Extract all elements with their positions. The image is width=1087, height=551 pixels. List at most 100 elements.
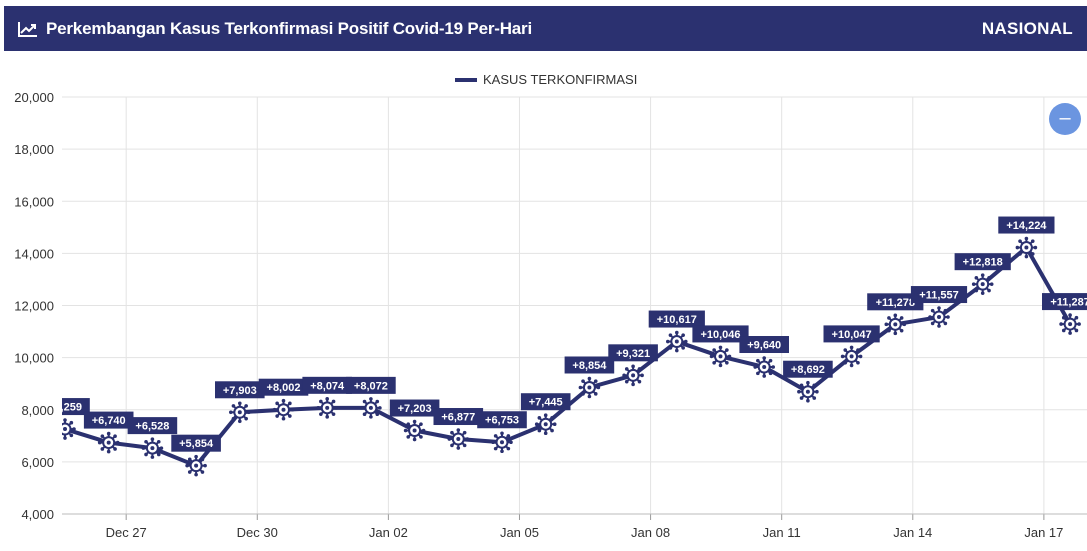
virus-icon xyxy=(971,273,994,295)
y-tick-label: 8,000 xyxy=(21,403,54,418)
data-label-box xyxy=(564,356,615,374)
data-label: +8,072 xyxy=(346,376,396,394)
data-label: +6,877 xyxy=(433,408,484,426)
y-tick-label: 10,000 xyxy=(14,351,54,366)
data-label-text: +8,074 xyxy=(310,380,345,392)
data-label-box xyxy=(692,325,749,343)
data-label-text: +8,854 xyxy=(572,360,607,372)
data-label-text: +11,557 xyxy=(919,290,958,302)
data-label: +7,203 xyxy=(389,399,440,417)
y-tick-label: 16,000 xyxy=(14,194,54,209)
y-tick-label: 12,000 xyxy=(14,299,54,314)
virus-icon xyxy=(360,397,382,419)
data-label: +8,854 xyxy=(564,356,615,374)
legend-label: KASUS TERKONFIRMASI xyxy=(483,72,637,87)
data-label: +10,047 xyxy=(823,325,880,343)
series-group: +7,259 +6,740 +6,528 +5,854 +7,903 +8,002 +8,0… xyxy=(48,216,1087,477)
data-label-box xyxy=(954,253,1011,271)
data-label: +10,046 xyxy=(692,325,749,343)
virus-icon xyxy=(578,376,601,399)
y-tick-label: 14,000 xyxy=(14,246,54,261)
header-title-group: Perkembangan Kasus Terkonfirmasi Positif… xyxy=(18,6,532,51)
data-label: +10,617 xyxy=(648,310,705,328)
data-label: +12,818 xyxy=(954,253,1011,271)
data-label-box xyxy=(477,411,527,429)
data-label: +6,740 xyxy=(83,411,134,429)
virus-icon xyxy=(753,356,775,378)
data-label-text: +9,321 xyxy=(616,348,650,360)
chart-area: 4,000 6,000 8,000 10,000 12,000 14,000 16,000 1… xyxy=(0,52,1087,546)
y-tick-label: 6,000 xyxy=(21,455,54,470)
data-label-box xyxy=(608,344,658,362)
x-tick-label: Jan 02 xyxy=(369,525,408,540)
data-label-box xyxy=(867,293,924,311)
virus-icon xyxy=(97,431,120,454)
data-label-text: +7,203 xyxy=(398,403,432,415)
virus-icon xyxy=(622,364,644,387)
data-label-text: +6,877 xyxy=(441,412,475,424)
virus-icon xyxy=(141,437,164,459)
x-tick-label: Dec 27 xyxy=(106,525,147,540)
data-label: +8,692 xyxy=(783,360,833,378)
data-label: +6,528 xyxy=(127,417,178,435)
minus-icon: – xyxy=(1059,107,1071,129)
virus-icon xyxy=(884,313,907,336)
data-label: +9,640 xyxy=(739,336,789,354)
data-label: +7,259 xyxy=(48,398,90,416)
data-label-box xyxy=(998,216,1055,234)
data-label: +6,753 xyxy=(477,411,527,429)
virus-icon xyxy=(447,428,470,450)
data-label-box xyxy=(215,381,265,399)
virus-icon xyxy=(840,345,863,368)
data-label-box xyxy=(910,286,968,304)
data-label: +7,445 xyxy=(520,393,571,411)
data-label: +8,074 xyxy=(302,376,352,394)
data-label: +5,854 xyxy=(171,434,221,452)
x-tick-label: Jan 08 xyxy=(631,525,670,540)
page-title: Perkembangan Kasus Terkonfirmasi Positif… xyxy=(46,18,532,38)
virus-icon xyxy=(403,419,426,442)
x-tick-label: Jan 05 xyxy=(500,525,539,540)
data-label-text: +6,753 xyxy=(485,415,519,427)
virus-icon xyxy=(797,380,819,403)
data-label-text: +11,278 xyxy=(876,297,915,309)
virus-icon xyxy=(491,431,513,454)
data-label-text: +7,259 xyxy=(48,402,82,414)
data-label-box xyxy=(783,360,833,378)
legend-swatch xyxy=(455,78,477,82)
data-label: +11,557 xyxy=(910,286,968,304)
data-label-text: +7,903 xyxy=(223,385,257,397)
data-label-box xyxy=(127,417,178,435)
virus-icon xyxy=(316,397,338,419)
virus-icon xyxy=(534,413,557,436)
data-label-box xyxy=(1042,293,1087,311)
x-tick-label: Jan 17 xyxy=(1024,525,1063,540)
x-tick-label: Jan 14 xyxy=(893,525,932,540)
zoom-out-button[interactable]: – xyxy=(1049,103,1081,135)
virus-icon xyxy=(928,306,950,328)
virus-icon xyxy=(272,398,295,421)
trend-line-icon xyxy=(18,21,37,37)
data-label-box xyxy=(520,393,571,411)
data-label-box xyxy=(739,336,789,354)
data-label-text: +6,740 xyxy=(92,415,126,427)
data-label: +7,903 xyxy=(215,381,265,399)
scope-label[interactable]: NASIONAL xyxy=(981,19,1073,38)
data-label: +14,224 xyxy=(998,216,1055,234)
data-label-text: +6,528 xyxy=(135,421,169,433)
data-label-box xyxy=(433,408,484,426)
data-label-text: +8,072 xyxy=(354,380,388,392)
data-label: +9,321 xyxy=(608,344,658,362)
data-label-text: +10,617 xyxy=(657,314,697,326)
data-label-text: +7,445 xyxy=(529,397,563,409)
data-label-text: +9,640 xyxy=(747,340,781,352)
line-chart: 4,000 6,000 8,000 10,000 12,000 14,000 16,000 1… xyxy=(14,72,1087,540)
data-label: +8,002 xyxy=(258,378,309,396)
data-label-text: +10,046 xyxy=(700,329,740,341)
data-label-text: +10,047 xyxy=(832,329,872,341)
data-label-box xyxy=(823,325,880,343)
y-tick-label: 4,000 xyxy=(21,507,54,522)
data-label-text: +12,818 xyxy=(963,257,1003,269)
virus-icon xyxy=(185,454,207,477)
virus-icon xyxy=(1059,313,1081,335)
